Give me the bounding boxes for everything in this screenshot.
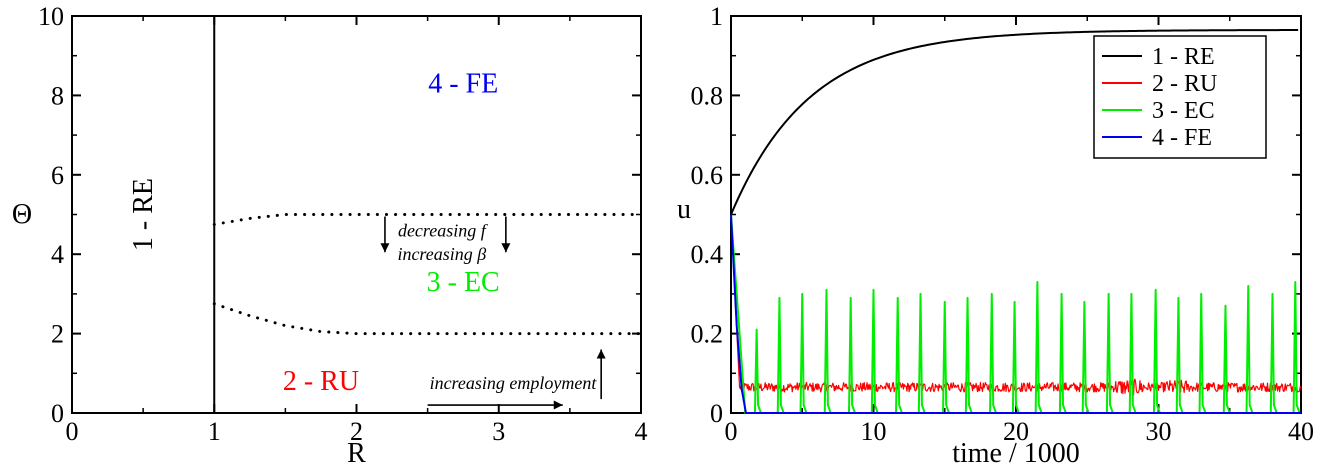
y-tick-label: 1 (710, 2, 723, 31)
x-tick-label: 3 (492, 417, 505, 446)
y-tick-label: 0.8 (691, 81, 724, 110)
x-tick-label: 1 (208, 417, 221, 446)
x-axis-title: R (347, 438, 366, 469)
y-tick-label: 8 (51, 81, 64, 110)
y-tick-label: 6 (51, 161, 64, 190)
series-line-3 (730, 214, 1301, 414)
regime-boundary-2 (212, 213, 643, 226)
x-tick-label: 0 (66, 417, 79, 446)
legend-label: 4 - FE (1152, 125, 1212, 151)
y-tick-label: 2 (51, 320, 64, 349)
phase-diagram: 0 1 2 3 4 0 2 4 6 8 10 R Θ 1 - RE 2 - RU 3 - EC 4 - FE de… (12, 2, 648, 469)
y-tick-label: 0.4 (691, 240, 724, 269)
series-line-2 (730, 214, 1302, 396)
x-tick-label: 2 (350, 417, 363, 446)
annotation-text: increasing β (397, 244, 486, 264)
x-axis-title: time / 1000 (952, 438, 1080, 469)
annotation-text: increasing employment (430, 373, 598, 393)
arrow-head (501, 243, 511, 253)
x-tick-label: 20 (1003, 417, 1029, 446)
y-tick-label: 0 (710, 399, 723, 428)
region-label: 1 - RE (128, 178, 159, 251)
annotation-text: decreasing f (398, 220, 489, 240)
series-line-4 (730, 214, 1301, 414)
series-line-1 (730, 29, 1299, 215)
x-tick-label: 10 (861, 417, 887, 446)
region-label: 3 - EC (427, 267, 500, 298)
arrow-head (596, 349, 606, 359)
region-label: 4 - FE (428, 68, 498, 99)
legend-label: 2 - RU (1152, 71, 1217, 97)
y-tick-label: 0.6 (691, 161, 724, 190)
arrow-head (380, 243, 390, 253)
y-tick-label: 4 (51, 240, 64, 269)
arrow-head (553, 400, 563, 410)
region-label: 2 - RU (283, 366, 359, 397)
x-tick-label: 30 (1146, 417, 1172, 446)
x-tick-label: 4 (635, 417, 648, 446)
regime-boundary-3 (212, 302, 643, 336)
y-tick-label: 0 (51, 399, 64, 428)
y-tick-label: 10 (38, 2, 64, 31)
legend-label: 1 - RE (1152, 44, 1215, 70)
legend-label: 3 - EC (1152, 98, 1215, 124)
y-tick-label: 0.2 (691, 320, 724, 349)
x-tick-label: 40 (1288, 417, 1314, 446)
time-series-chart: 0 10 20 30 40 0 0.2 0.4 0.6 0.8 1 time / 1000 u 1 - R… (677, 2, 1314, 469)
y-axis-title: Θ (12, 199, 32, 230)
y-axis-title: u (677, 194, 691, 225)
x-tick-label: 0 (725, 417, 738, 446)
